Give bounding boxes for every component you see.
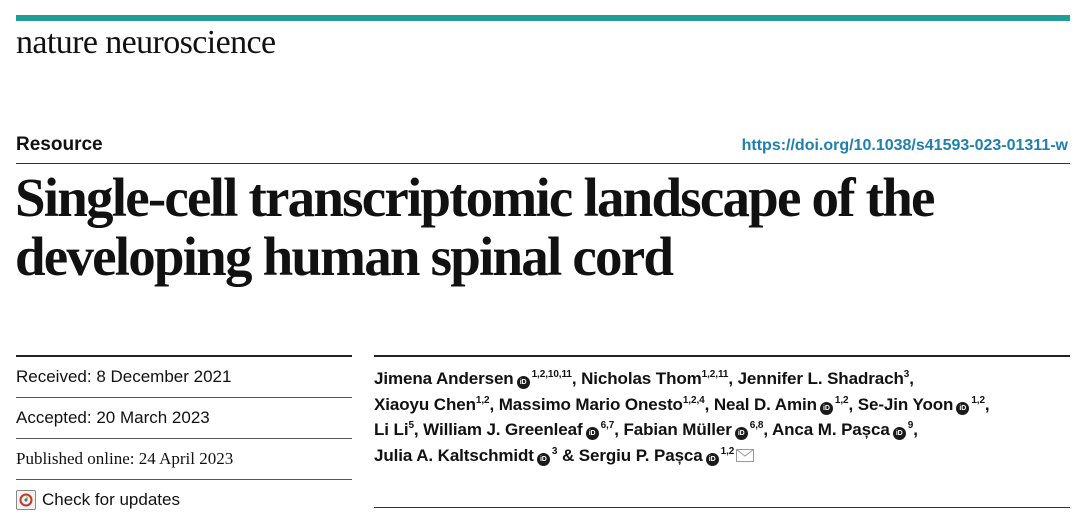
affiliation-superscript: 1,2,11: [701, 369, 729, 380]
author-name-text: Jennifer L. Shadrach: [737, 369, 904, 388]
author-top-divider: [374, 355, 1070, 357]
author-name[interactable]: Li Li5: [374, 420, 414, 439]
affiliation-superscript: 1,2: [720, 445, 735, 457]
author-separator: &: [557, 445, 579, 465]
author-name-text: Anca M. Pașca: [771, 420, 890, 439]
author-name[interactable]: Neal D. Amin iD1,2: [713, 394, 849, 415]
orcid-icon[interactable]: iD: [956, 401, 970, 415]
title-line-1: Single-cell transcriptomic landscape of …: [15, 167, 935, 228]
article-type: Resource: [16, 134, 103, 155]
author-bottom-divider: [374, 507, 1070, 508]
check-for-updates-label: Check for updates: [42, 490, 180, 509]
received-row: Received: 8 December 2021: [16, 355, 352, 397]
article-history: Received: 8 December 2021 Accepted: 20 M…: [16, 355, 352, 520]
check-for-updates-icon: [16, 490, 36, 510]
author-name-text: Jimena Andersen: [374, 369, 514, 388]
author-name-text: Massimo Mario Onesto: [498, 394, 683, 414]
author-name[interactable]: Massimo Mario Onesto1,2,4: [499, 395, 705, 414]
mail-icon[interactable]: [736, 444, 755, 470]
author-name[interactable]: Xiaoyu Chen1,2: [374, 394, 490, 414]
affiliation-superscript: 6,7: [600, 420, 615, 431]
orcid-icon[interactable]: iD: [705, 452, 719, 466]
author-separator: ,: [848, 394, 858, 414]
author-name-text: Xiaoyu Chen: [374, 394, 476, 414]
author-name[interactable]: Nicholas Thom1,2,11: [581, 369, 728, 388]
orcid-icon[interactable]: iD: [892, 427, 906, 440]
journal-accent-bar: [16, 15, 1070, 21]
author-name-text: Fabian Müller: [623, 420, 732, 439]
received-date: Received: 8 December 2021: [16, 367, 232, 386]
author-name-text: Neal D. Amin: [713, 394, 817, 414]
orcid-icon[interactable]: iD: [536, 452, 550, 466]
author-name-text: Nicholas Thom: [581, 369, 702, 388]
author-separator: ,: [728, 369, 738, 388]
affiliation-superscript: 1,2: [834, 394, 849, 406]
affiliation-superscript: 6,8: [749, 420, 764, 431]
author-separator: ,: [984, 394, 990, 414]
author-separator: ,: [571, 369, 582, 388]
author-name-text: William J. Greenleaf: [423, 420, 583, 439]
journal-name[interactable]: nature neuroscience: [16, 24, 276, 61]
author-separator: ,: [763, 420, 772, 439]
published-date: Published online: 24 April 2023: [16, 449, 234, 468]
author-block: Jimena Andersen iD1,2,10,11, Nicholas Tho…: [374, 355, 1070, 469]
published-row: Published online: 24 April 2023: [16, 438, 352, 479]
author-separator: ,: [704, 394, 714, 414]
affiliation-superscript: 1,2,10,11: [531, 369, 572, 380]
author-name[interactable]: Fabian Müller iD6,8: [623, 420, 764, 440]
author-name-text: Se-Jin Yoon: [857, 394, 954, 414]
author-name[interactable]: Jennifer L. Shadrach3: [738, 369, 910, 388]
affiliation-superscript: 5: [408, 420, 414, 431]
doi-link[interactable]: https://doi.org/10.1038/s41593-023-01311…: [741, 137, 1068, 154]
check-updates-row[interactable]: Check for updates: [16, 479, 352, 520]
orcid-icon[interactable]: iD: [585, 427, 599, 440]
author-name[interactable]: Julia A. Kaltschmidt iD3: [374, 445, 558, 466]
accepted-row: Accepted: 20 March 2023: [16, 397, 352, 438]
author-name-text: Julia A. Kaltschmidt: [374, 445, 534, 465]
accepted-date: Accepted: 20 March 2023: [16, 408, 210, 427]
author-separator: ,: [489, 394, 499, 414]
affiliation-superscript: 1,2,4: [682, 394, 705, 406]
author-name-text: Li Li: [374, 420, 409, 439]
author-name[interactable]: Se-Jin Yoon iD1,2: [857, 394, 985, 415]
check-for-updates-button[interactable]: Check for updates: [16, 490, 180, 510]
article-title: Single-cell transcriptomic landscape of …: [15, 168, 1075, 286]
orcid-icon[interactable]: iD: [819, 401, 833, 415]
author-name[interactable]: Jimena Andersen iD1,2,10,11: [374, 369, 572, 389]
header-divider: [16, 163, 1070, 164]
affiliation-superscript: 3: [903, 369, 910, 380]
author-name-text: Sergiu P. Pașca: [578, 445, 703, 465]
author-separator: ,: [614, 420, 624, 439]
affiliation-superscript: 3: [551, 445, 558, 457]
author-separator: ,: [909, 369, 914, 388]
affiliation-superscript: 1,2: [475, 394, 490, 406]
author-separator: ,: [913, 420, 918, 439]
orcid-icon[interactable]: iD: [734, 427, 748, 440]
author-list: Jimena Andersen iD1,2,10,11, Nicholas Tho…: [374, 357, 1070, 469]
author-name[interactable]: Sergiu P. Pașca iD1,2: [578, 445, 735, 466]
title-line-2: developing human spinal cord: [15, 226, 674, 287]
author-separator: ,: [413, 420, 424, 439]
affiliation-superscript: 9: [907, 420, 914, 431]
affiliation-superscript: 1,2: [971, 394, 985, 406]
author-name[interactable]: Anca M. Pașca iD9: [771, 420, 914, 440]
orcid-icon[interactable]: iD: [516, 376, 530, 389]
author-name[interactable]: William J. Greenleaf iD6,7: [423, 420, 615, 440]
